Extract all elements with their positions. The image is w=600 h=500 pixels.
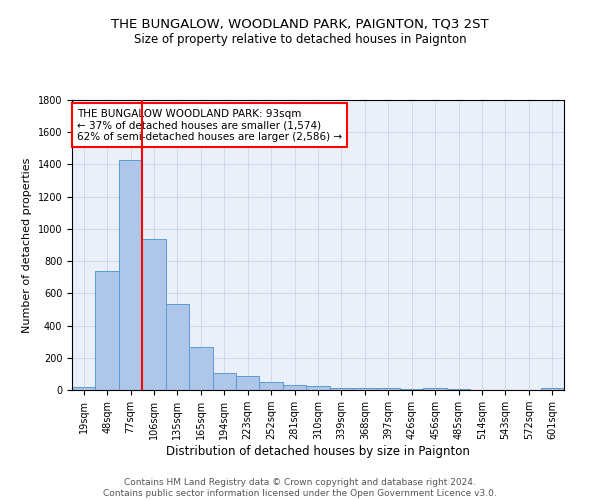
Bar [424,388,447,390]
Text: Size of property relative to detached houses in Paignton: Size of property relative to detached ho… [134,32,466,46]
Text: Contains HM Land Registry data © Crown copyright and database right 2024.
Contai: Contains HM Land Registry data © Crown c… [103,478,497,498]
Bar [212,373,236,390]
Bar [330,388,353,390]
Bar [400,389,424,390]
Text: THE BUNGALOW, WOODLAND PARK, PAIGNTON, TQ3 2ST: THE BUNGALOW, WOODLAND PARK, PAIGNTON, T… [111,18,489,30]
Text: THE BUNGALOW WOODLAND PARK: 93sqm
← 37% of detached houses are smaller (1,574)
6: THE BUNGALOW WOODLAND PARK: 93sqm ← 37% … [77,108,342,142]
Y-axis label: Number of detached properties: Number of detached properties [22,158,32,332]
Bar [119,160,142,390]
Bar [166,304,189,390]
Bar [259,382,283,390]
Bar [353,388,377,390]
Bar [142,240,166,390]
X-axis label: Distribution of detached houses by size in Paignton: Distribution of detached houses by size … [166,445,470,458]
Bar [306,386,330,390]
Bar [236,376,259,390]
Bar [189,348,212,390]
Bar [95,271,119,390]
Bar [283,386,306,390]
Bar [72,387,95,390]
Bar [377,388,400,390]
Bar [541,388,564,390]
